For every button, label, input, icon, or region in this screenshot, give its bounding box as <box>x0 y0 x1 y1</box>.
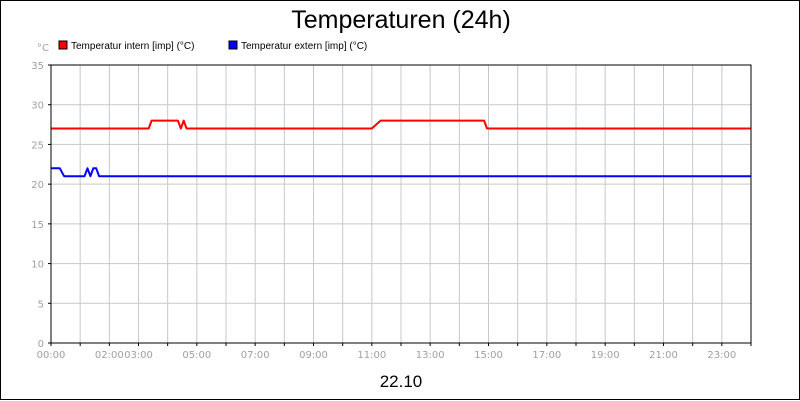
x-tick-label: 09:00 <box>299 350 328 361</box>
y-tick-label: 15 <box>31 220 44 231</box>
y-tick-label: 0 <box>38 339 44 350</box>
x-axis-date-label: 22.10 <box>380 372 423 391</box>
x-tick-label: 15:00 <box>474 350 503 361</box>
x-tick-label: 03:00 <box>124 350 153 361</box>
x-tick-label: 00:00 <box>37 350 66 361</box>
y-tick-label: 10 <box>31 260 44 271</box>
y-tick-labels: 0 5 10 15 20 25 30 35 <box>31 61 44 350</box>
y-tick-label: 35 <box>31 61 44 72</box>
x-tick-label: 21:00 <box>649 350 678 361</box>
x-tick-labels: 00:00 02:00 03:00 05:00 07:00 09:00 11:00 13:00… <box>37 350 737 361</box>
y-tick-label: 20 <box>31 180 44 191</box>
x-tick-label: 02:00 <box>95 350 124 361</box>
x-tick-label: 05:00 <box>182 350 211 361</box>
y-tick-label: 25 <box>31 140 44 151</box>
x-tick-label: 19:00 <box>591 350 620 361</box>
chart-title: Temperaturen (24h) <box>291 6 511 34</box>
chart-axes <box>48 64 752 346</box>
series-line-extern <box>51 167 751 178</box>
legend-label-intern: Temperatur intern [imp] (°C) <box>71 41 194 52</box>
series-line-intern <box>51 119 751 130</box>
x-tick-label: 07:00 <box>241 350 270 361</box>
series-layer <box>51 119 751 178</box>
y-axis-unit-label: °C <box>37 43 49 54</box>
x-tick-label: 23:00 <box>707 350 736 361</box>
legend-swatch-intern <box>58 40 68 50</box>
chart-grid <box>51 64 751 343</box>
plot-area-border <box>50 64 752 344</box>
chart-legend: Temperatur intern [imp] (°C) Temperatur e… <box>58 40 367 52</box>
x-tick-label: 13:00 <box>416 350 445 361</box>
x-tick-label: 11:00 <box>357 350 386 361</box>
y-tick-label: 30 <box>31 101 44 112</box>
x-tick-label: 17:00 <box>532 350 561 361</box>
legend-swatch-extern <box>228 40 238 50</box>
legend-label-extern: Temperatur extern [imp] (°C) <box>241 41 367 52</box>
y-tick-label: 5 <box>38 299 44 310</box>
